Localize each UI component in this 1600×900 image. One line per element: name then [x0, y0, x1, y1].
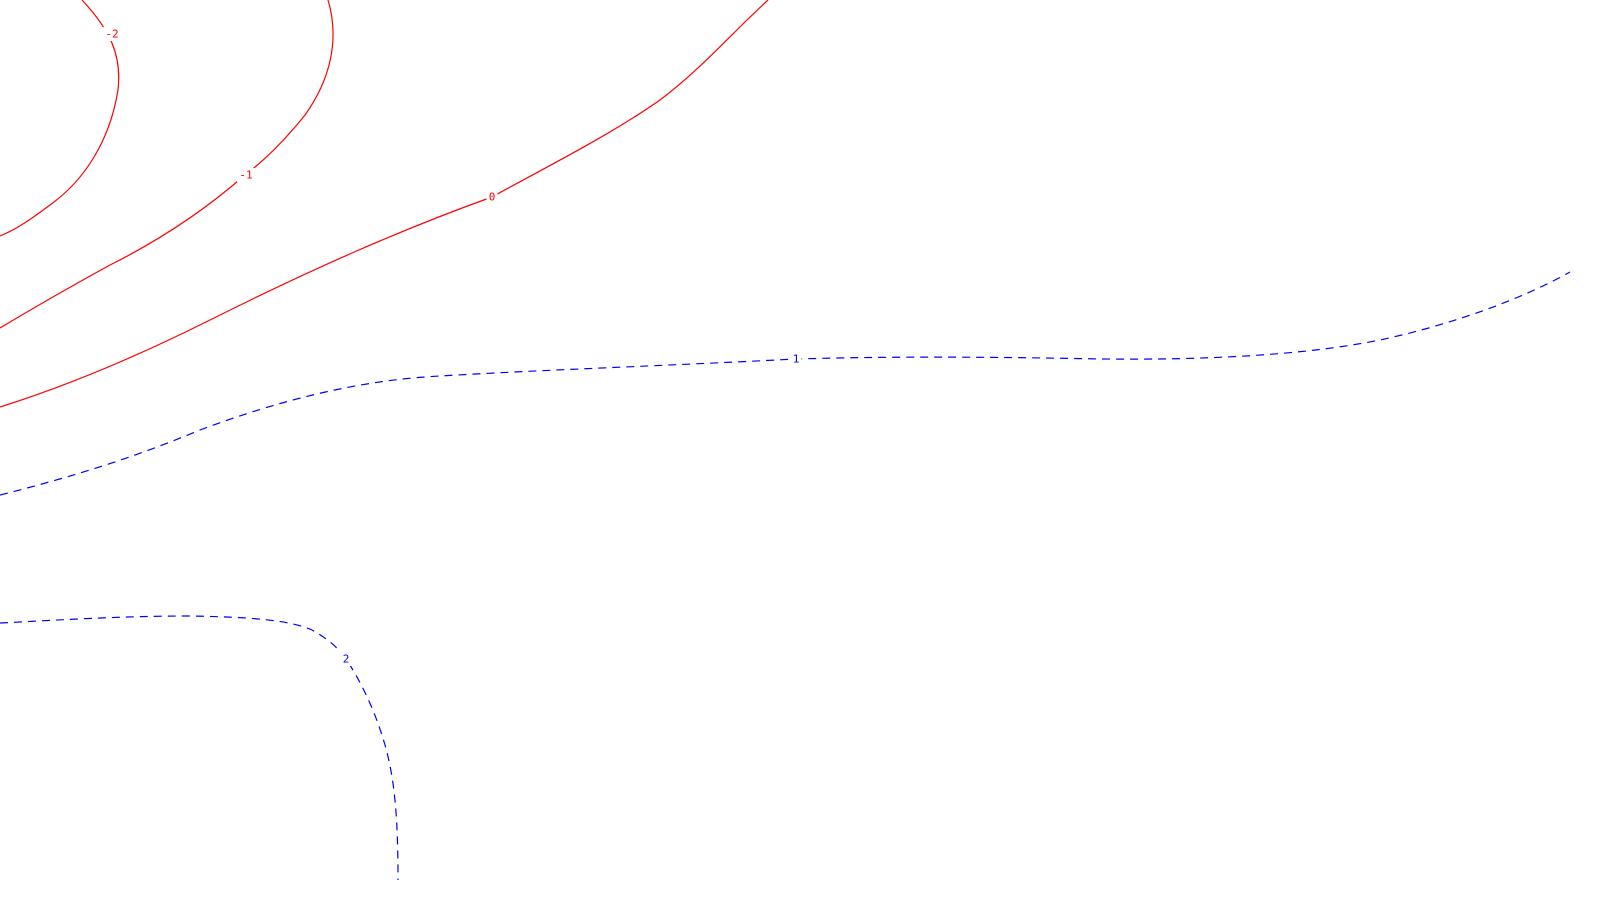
- contour-label-level-1: 1: [793, 353, 800, 366]
- contour-line-level-minus-2: [0, 0, 120, 237]
- contour-label-level-minus-2: -2: [105, 28, 118, 41]
- contour-label-level-2: 2: [343, 653, 350, 666]
- contour-label-level-0: 0: [489, 191, 496, 204]
- contour-label-background-minus-2: [103, 27, 121, 41]
- contour-line-level-minus-1: [0, 0, 334, 329]
- contour-line-level-0: [0, 0, 769, 408]
- contour-line-level-1: [0, 271, 1571, 496]
- contour-label-background-0: [486, 190, 498, 204]
- contour-label-level-minus-1: -1: [239, 169, 252, 182]
- contour-label-background-minus-1: [237, 168, 255, 182]
- contour-label-background-1: [790, 352, 802, 366]
- contour-label-background-2: [340, 652, 352, 666]
- contour-line-level-2: [0, 615, 399, 881]
